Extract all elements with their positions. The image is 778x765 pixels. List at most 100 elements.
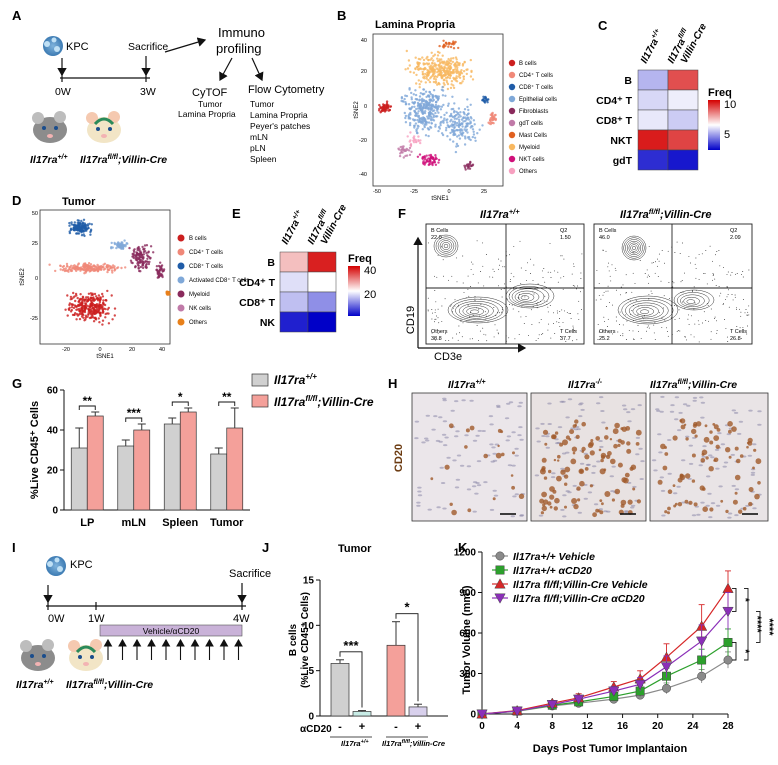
tsne-point <box>465 117 468 121</box>
cd20-positive-cell <box>562 439 568 446</box>
tsne-point <box>81 309 84 312</box>
cd20-positive-cell <box>636 499 642 504</box>
tsne-point <box>424 134 428 137</box>
flow-contour <box>466 307 484 316</box>
nucleus <box>757 423 762 426</box>
tsne-point <box>466 165 470 168</box>
flow-event <box>483 285 485 287</box>
flow-event <box>734 294 736 296</box>
tsne-point <box>414 89 417 92</box>
tsne-point <box>78 310 82 313</box>
panel-label-b: B <box>337 8 346 23</box>
tsne-point <box>421 110 424 113</box>
flow-event <box>556 310 558 312</box>
nucleus <box>440 482 446 484</box>
nucleus <box>688 462 694 465</box>
tsne-point <box>471 135 474 139</box>
tsne-point <box>466 122 469 125</box>
tsne-point <box>489 117 492 120</box>
nucleus <box>514 447 519 450</box>
significance-bracket <box>78 405 96 410</box>
flow-event <box>556 321 558 323</box>
tsne-point <box>99 296 102 299</box>
tsne-point <box>455 77 458 80</box>
tsne-point <box>442 39 445 42</box>
nucleus <box>572 484 577 487</box>
cd20-positive-cell <box>620 499 627 506</box>
tsne-point <box>147 251 150 254</box>
tsne-point <box>98 321 101 324</box>
flow-event <box>541 334 543 336</box>
nucleus <box>534 474 540 477</box>
cd20-positive-cell <box>617 462 623 468</box>
freq-colorbar <box>708 100 720 150</box>
flow-event <box>672 281 674 283</box>
flow-event <box>512 308 514 310</box>
tsne-point <box>89 296 92 299</box>
flow-event <box>511 304 513 306</box>
tsne-point <box>405 154 409 157</box>
flow-event <box>695 277 697 279</box>
cd20-positive-cell <box>672 484 676 487</box>
tsne-point <box>462 111 465 114</box>
tsne-point <box>421 122 424 125</box>
flow-event <box>664 262 665 264</box>
nucleus <box>454 435 459 438</box>
nucleus <box>599 445 604 448</box>
flow-event <box>676 330 678 332</box>
flow-event <box>509 281 511 282</box>
cd20-positive-cell <box>691 479 696 483</box>
quadrant-label: B Cells <box>599 228 617 234</box>
cd20-positive-cell <box>574 419 579 424</box>
tsne-point <box>70 306 74 309</box>
tsne-point <box>417 79 420 82</box>
nucleus <box>459 464 465 467</box>
nucleus <box>421 441 426 444</box>
flow-event <box>520 316 522 318</box>
tsne-point <box>434 65 437 68</box>
tsne-point <box>91 306 95 309</box>
tsne-point <box>457 46 460 50</box>
tsne-point <box>448 138 452 141</box>
nucleus <box>517 434 522 437</box>
cd20-positive-cell <box>467 508 472 513</box>
tsne-point <box>439 108 443 111</box>
tsne-point <box>487 121 490 124</box>
nucleus <box>630 506 635 509</box>
tsne-point <box>413 105 416 109</box>
tsne-point <box>72 296 75 299</box>
flow-event <box>572 285 574 286</box>
nucleus <box>731 409 736 412</box>
cd20-positive-cell <box>705 456 709 460</box>
y-tick-label: 0 <box>470 710 476 721</box>
nucleus <box>702 445 707 448</box>
tsne-point <box>134 256 137 260</box>
nucleus <box>443 444 448 447</box>
y-tick: -25 <box>30 316 38 322</box>
flow-event <box>431 332 433 334</box>
data-point <box>546 700 558 711</box>
cd20-positive-cell <box>576 486 581 491</box>
nucleus <box>632 485 637 488</box>
significance-bracket <box>339 651 363 708</box>
tsne-point <box>408 64 411 67</box>
nucleus <box>621 404 627 407</box>
tsne-point <box>385 104 389 108</box>
tsne-point <box>423 103 426 106</box>
nucleus <box>466 465 472 468</box>
tsne-point <box>449 59 453 62</box>
tsne-point <box>469 75 473 78</box>
nucleus <box>722 465 727 468</box>
tsne-point <box>70 308 74 312</box>
flow-event <box>607 285 609 287</box>
nucleus <box>639 478 644 480</box>
flow-event <box>620 286 622 288</box>
flow-event <box>502 266 504 268</box>
flow-event <box>626 320 628 322</box>
flow-event <box>634 282 636 284</box>
y-label: (%Live CD45⁺ Cells) <box>300 592 311 688</box>
flow-event <box>606 326 608 327</box>
tsne-point <box>409 111 412 115</box>
tsne-point <box>140 252 143 255</box>
